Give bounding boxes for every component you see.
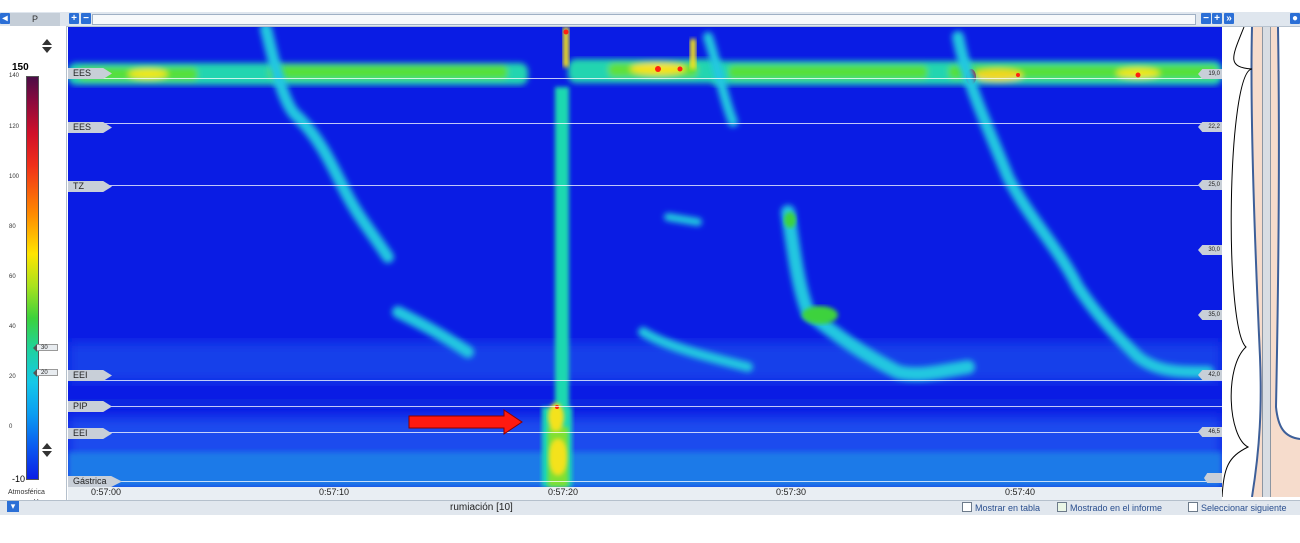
scale-max-up-icon[interactable] [42, 39, 52, 45]
depth-tag[interactable]: 42,0 [1198, 370, 1222, 380]
depth-tag[interactable]: 19,0 [1198, 69, 1222, 79]
scale-max-label: 150 [12, 62, 29, 73]
catheter-sensor-scrollbar[interactable] [1262, 27, 1271, 497]
sensor-tag-les-upper[interactable]: EEI [68, 370, 112, 381]
esophagus-outline-icon [1221, 26, 1300, 498]
shown-in-report-checkbox[interactable]: Mostrado en el informe [1057, 502, 1162, 513]
sensor-line [68, 406, 1222, 407]
scale-tick: 100 [9, 174, 20, 180]
sensor-line [68, 380, 1222, 381]
report-check-icon [1057, 502, 1067, 512]
threshold-marker-30[interactable]: 30 [33, 344, 58, 352]
annotation-arrow-icon [408, 409, 523, 435]
time-label: 0:57:00 [90, 487, 122, 497]
select-next-label: Seleccionar siguiente [1201, 503, 1287, 513]
select-next-button[interactable]: Seleccionar siguiente [1188, 502, 1287, 513]
zoom-out-button[interactable]: − [81, 13, 91, 24]
zoom-in-right-button[interactable]: + [1212, 13, 1222, 24]
sensor-line [68, 432, 1222, 433]
time-label: 0:57:40 [1004, 487, 1036, 497]
sensor-line [68, 185, 1222, 186]
sensor-line [68, 78, 1222, 79]
bottom-toolbar [0, 500, 1300, 515]
scale-max-down-icon[interactable] [42, 47, 52, 53]
sensor-line [68, 123, 1222, 124]
scale-tick: 60 [9, 274, 16, 280]
scale-tick: 40 [9, 324, 16, 330]
pressure-topography-image [68, 27, 1222, 487]
zoom-in-button[interactable]: + [69, 13, 79, 24]
collapse-left-button[interactable]: ◂ [0, 13, 10, 24]
shown-in-report-label: Mostrado en el informe [1070, 503, 1163, 513]
catheter-anatomy-panel [1221, 26, 1300, 498]
zoom-out-right-button[interactable]: − [1201, 13, 1211, 24]
depth-tag[interactable]: 25,0 [1198, 180, 1222, 190]
channel-label: P [10, 13, 60, 26]
swallow-title: rumiación [10] [450, 502, 513, 513]
depth-tag[interactable]: 35,0 [1198, 310, 1222, 320]
depth-tag[interactable]: 46,5 [1198, 427, 1222, 437]
scale-min-down-icon[interactable] [42, 451, 52, 457]
time-label: 0:57:10 [318, 487, 350, 497]
sensor-tag-transition-zone[interactable]: TZ [68, 181, 112, 192]
scale-unit-reference: Atmosférica [8, 489, 45, 496]
sensor-tag-gastric[interactable]: Gástrica [68, 476, 122, 487]
threshold-marker-20[interactable]: 20 [33, 369, 58, 377]
scale-tick: 80 [9, 224, 16, 230]
expand-down-button[interactable]: ▾ [7, 501, 19, 512]
depth-tag[interactable]: 30,0 [1198, 245, 1222, 255]
expand-right-button[interactable]: » [1224, 13, 1234, 24]
sensor-tag-les-lower[interactable]: EEI [68, 428, 112, 439]
scale-tick: 140 [9, 73, 20, 79]
time-scrollbar[interactable] [92, 14, 1196, 25]
depth-tag-empty[interactable] [1204, 473, 1222, 483]
color-scale-bar [26, 76, 39, 480]
color-scale-panel: 150 140 120 100 80 60 40 20 0 30 20 -10 … [0, 26, 67, 506]
time-label: 0:57:20 [547, 487, 579, 497]
scale-tick: 120 [9, 124, 20, 130]
sensor-tag-ues-lower[interactable]: EES [68, 122, 112, 133]
scale-tick: 0 [9, 424, 13, 430]
time-label: 0:57:30 [775, 487, 807, 497]
depth-tag[interactable]: 22,2 [1198, 122, 1222, 132]
pressure-topography-plot[interactable]: EES EES TZ EEI PIP EEI Gástrica 19,0 22,… [68, 27, 1222, 487]
sensor-line [68, 481, 1222, 482]
scale-min-label: -10 [12, 474, 26, 484]
scale-tick: 20 [9, 374, 16, 380]
settings-icon[interactable]: ● [1290, 13, 1300, 24]
sensor-tag-ues-upper[interactable]: EES [68, 68, 112, 79]
show-table-label: Mostrar en tabla [975, 503, 1041, 513]
sensor-tag-pip[interactable]: PIP [68, 401, 112, 412]
time-axis: 0:57:00 0:57:10 0:57:20 0:57:30 0:57:40 [68, 487, 1222, 500]
table-icon [962, 502, 972, 512]
scale-min-up-icon[interactable] [42, 443, 52, 449]
show-table-button[interactable]: Mostrar en tabla [962, 502, 1040, 513]
next-arrow-icon [1188, 502, 1198, 512]
